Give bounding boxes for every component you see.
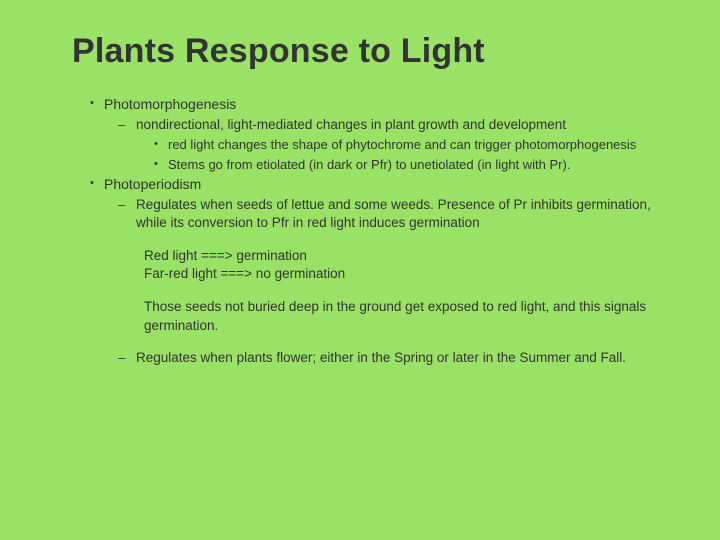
dash-icon: – xyxy=(118,196,136,214)
dash-icon: – xyxy=(118,349,136,367)
bullet-text: Regulates when plants flower; either in … xyxy=(136,349,660,368)
bullet-icon: • xyxy=(154,156,168,174)
bullet-icon: • xyxy=(90,95,104,113)
block-line: Red light ===> germination xyxy=(144,247,660,266)
bullet-text: nondirectional, light-mediated changes i… xyxy=(136,116,660,134)
bullet-text: Regulates when seeds of lettue and some … xyxy=(136,196,660,232)
bullet-text: Photoperiodism xyxy=(104,175,660,194)
bullet-lvl1: • Photoperiodism xyxy=(90,175,660,194)
bullet-text: red light changes the shape of phytochro… xyxy=(168,136,660,154)
dash-icon: – xyxy=(118,116,136,134)
bullet-lvl3: • red light changes the shape of phytoch… xyxy=(154,136,660,154)
bullet-lvl1: • Photomorphogenesis xyxy=(90,95,660,114)
bullet-lvl2: – Regulates when plants flower; either i… xyxy=(118,349,660,368)
slide-title: Plants Response to Light xyxy=(72,32,660,71)
bullet-icon: • xyxy=(90,175,104,193)
bullet-text: Stems go from etiolated (in dark or Pfr)… xyxy=(168,156,660,174)
bullet-lvl3: • Stems go from etiolated (in dark or Pf… xyxy=(154,156,660,174)
block-line: Those seeds not buried deep in the groun… xyxy=(144,299,646,333)
bullet-lvl2: – Regulates when seeds of lettue and som… xyxy=(118,196,660,232)
bullet-lvl2: – nondirectional, light-mediated changes… xyxy=(118,116,660,134)
text-block: Those seeds not buried deep in the groun… xyxy=(144,298,660,335)
bullet-text: Photomorphogenesis xyxy=(104,95,660,114)
bullet-icon: • xyxy=(154,136,168,154)
slide: Plants Response to Light • Photomorphoge… xyxy=(0,0,720,540)
text-block: Red light ===> germination Far-red light… xyxy=(144,247,660,284)
block-line: Far-red light ===> no germination xyxy=(144,265,660,284)
